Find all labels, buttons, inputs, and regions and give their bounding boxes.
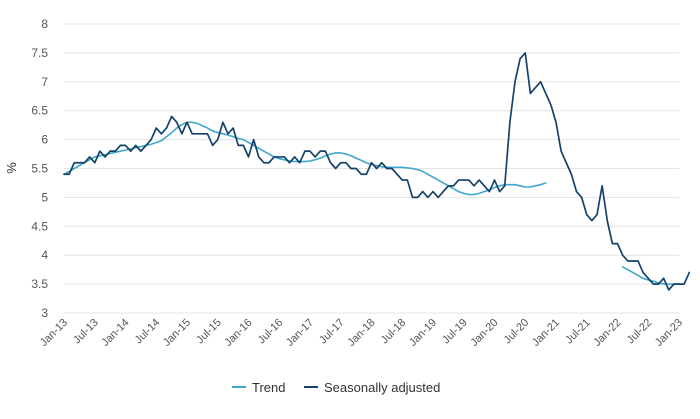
- y-axis-label: %: [4, 162, 19, 174]
- x-tick-label: Jul-22: [625, 317, 655, 347]
- series-lines: [63, 52, 691, 291]
- y-tick-label: 5.5: [31, 162, 48, 176]
- seasonally-adjusted-series-line: [63, 52, 691, 291]
- gridlines: [64, 23, 679, 314]
- x-tick-label: Jan-23: [653, 317, 685, 349]
- x-tick-label: Jan-18: [345, 317, 377, 349]
- x-tick-label: Jul-19: [440, 317, 470, 347]
- y-tick-label: 6.5: [31, 104, 48, 118]
- x-tick-label: Jul-14: [133, 317, 163, 347]
- x-tick-label: Jan-15: [161, 317, 193, 349]
- x-tick-label: Jul-21: [563, 317, 593, 347]
- y-tick-label: 4.5: [31, 219, 48, 233]
- y-tick-label: 7.5: [31, 46, 48, 60]
- x-tick-label: Jul-18: [379, 317, 409, 347]
- y-tick-label: 3: [41, 306, 48, 320]
- x-tick-label: Jan-14: [99, 317, 131, 349]
- y-tick-label: 8: [41, 17, 48, 31]
- x-tick-label: Jul-16: [256, 317, 286, 347]
- y-tick-label: 5: [41, 190, 48, 204]
- x-tick-label: Jan-20: [468, 317, 500, 349]
- x-tick-label: Jan-17: [284, 317, 316, 349]
- seasonally-adjusted-legend-label: Seasonally adjusted: [324, 380, 440, 395]
- y-axis-ticks: 3 3.5 4 4.5 5 5.5 6 6.5 7 7.5 8: [31, 17, 48, 320]
- x-tick-label: Jan-13: [38, 317, 70, 349]
- y-tick-label: 7: [41, 75, 48, 89]
- y-tick-label: 4: [41, 248, 48, 262]
- trend-series-line: [63, 121, 547, 196]
- x-tick-label: Jan-21: [530, 317, 562, 349]
- x-tick-label: Jul-15: [194, 317, 224, 347]
- legend: Trend Seasonally adjusted: [232, 380, 440, 395]
- x-tick-label: Jan-16: [222, 317, 254, 349]
- x-tick-label: Jan-19: [407, 317, 439, 349]
- x-tick-label: Jul-13: [71, 317, 101, 347]
- x-tick-label: Jul-17: [317, 317, 347, 347]
- trend-legend-label: Trend: [252, 380, 285, 395]
- y-tick-label: 6: [41, 133, 48, 147]
- x-tick-label: Jul-20: [502, 317, 532, 347]
- y-tick-label: 3.5: [31, 277, 48, 291]
- x-tick-label: Jan-22: [591, 317, 623, 349]
